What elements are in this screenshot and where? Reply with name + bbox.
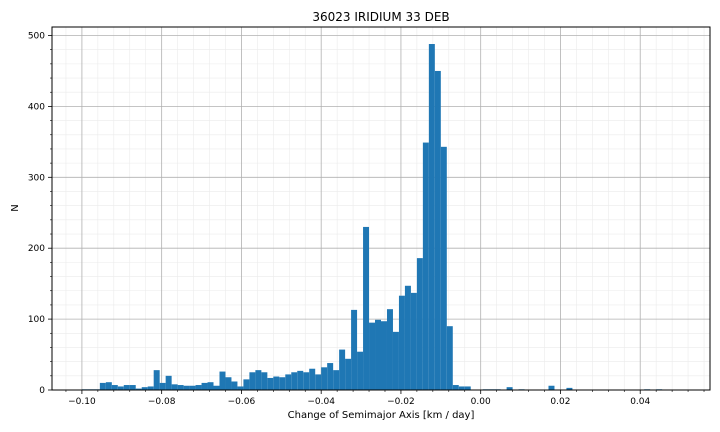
histogram-bar <box>506 387 513 390</box>
histogram-bar <box>548 385 555 390</box>
histogram-bar <box>434 70 441 390</box>
histogram-bar <box>219 371 226 390</box>
histogram-bar <box>147 386 154 390</box>
histogram-bar <box>333 370 340 390</box>
major-grid <box>52 27 710 391</box>
histogram-bar <box>315 374 322 390</box>
histogram-bar <box>321 367 328 390</box>
histogram-bar <box>440 146 447 390</box>
histogram-bar <box>279 377 286 390</box>
histogram-bar <box>201 382 208 390</box>
histogram-bar <box>416 258 423 390</box>
x-tick-label: −0.02 <box>387 397 415 407</box>
histogram-bar <box>464 386 471 390</box>
histogram-bar <box>207 382 214 390</box>
histogram-bar <box>375 319 381 390</box>
histogram-bar <box>99 382 106 390</box>
histogram-bar <box>177 385 184 390</box>
histogram-bar <box>339 349 346 390</box>
histogram-bar <box>231 381 238 390</box>
histogram-bar <box>285 374 292 390</box>
histogram-bar <box>428 44 435 390</box>
histogram-bar <box>189 385 196 390</box>
y-axis-ticks: 0 100 200 300 400 500 <box>28 32 52 396</box>
histogram-bar <box>141 387 148 390</box>
histogram-bar <box>404 285 411 390</box>
x-tick-label: −0.04 <box>307 397 335 407</box>
histogram-bar <box>452 385 459 390</box>
histogram-bar <box>225 377 232 390</box>
histogram-bar <box>381 321 387 390</box>
histogram-bar <box>171 384 178 390</box>
histogram-bar <box>249 372 256 390</box>
y-tick-label: 500 <box>28 32 45 42</box>
histogram-bar <box>267 377 274 390</box>
x-tick-label: −0.08 <box>148 397 176 407</box>
plot-frame <box>51 26 711 391</box>
histogram-bars <box>81 44 663 390</box>
histogram-bar <box>566 387 573 390</box>
y-tick-label: 200 <box>28 244 45 254</box>
histogram-bar <box>237 386 244 390</box>
y-tick-label: 0 <box>39 386 45 396</box>
histogram-bar <box>363 226 370 390</box>
x-tick-label: 0.02 <box>550 397 570 407</box>
histogram-bar <box>183 385 190 390</box>
histogram-bar <box>213 385 220 390</box>
histogram-bar <box>303 372 310 390</box>
histogram-bar <box>327 363 334 390</box>
histogram-bar <box>297 370 304 390</box>
histogram-bar <box>165 375 172 390</box>
histogram-bar <box>123 385 130 390</box>
histogram-bar <box>159 382 166 390</box>
histogram-bar <box>135 388 142 390</box>
histogram-bar <box>392 331 399 390</box>
x-tick-label: 0.00 <box>471 397 491 407</box>
histogram-bar <box>351 309 358 390</box>
x-tick-label: −0.10 <box>68 397 96 407</box>
y-tick-label: 100 <box>28 315 45 325</box>
histogram-bar <box>291 372 298 390</box>
histogram-bar <box>446 326 453 390</box>
chart-title: 36023 IRIDIUM 33 DEB <box>312 10 449 24</box>
histogram-bar <box>243 379 250 390</box>
histogram-bar <box>111 385 118 390</box>
histogram-bar <box>129 385 136 390</box>
histogram-bar <box>153 370 160 390</box>
histogram-bar <box>410 292 417 390</box>
histogram-bar <box>369 322 376 390</box>
y-tick-label: 300 <box>28 173 45 183</box>
histogram-bar <box>261 372 268 390</box>
histogram-bar <box>105 382 112 390</box>
histogram-bar <box>345 358 352 390</box>
histogram-bar <box>386 309 393 390</box>
histogram-bar <box>255 370 262 390</box>
histogram-bar <box>117 386 124 390</box>
x-tick-label: −0.06 <box>228 397 256 407</box>
x-axis-label: Change of Semimajor Axis [km / day] <box>288 410 475 421</box>
histogram-bar <box>195 385 202 390</box>
x-axis-ticks: −0.10 −0.08 −0.06 −0.04 −0.02 0.00 0.02 0.04 <box>65 390 705 407</box>
y-axis-label: N <box>10 204 21 211</box>
y-tick-label: 400 <box>28 102 45 112</box>
histogram-bar <box>357 351 364 390</box>
histogram-bar <box>458 386 465 390</box>
histogram-bar <box>273 376 280 390</box>
histogram-bar <box>422 142 429 390</box>
histogram-bar <box>309 368 316 390</box>
histogram-bar <box>398 295 405 390</box>
x-tick-label: 0.04 <box>630 397 650 407</box>
